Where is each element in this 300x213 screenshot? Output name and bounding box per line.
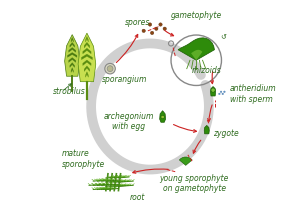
Circle shape [142, 29, 146, 33]
Polygon shape [69, 58, 76, 62]
Circle shape [218, 93, 220, 95]
Circle shape [222, 93, 224, 95]
Text: archegonium
with egg: archegonium with egg [104, 112, 154, 131]
Polygon shape [70, 63, 75, 67]
Text: zygote: zygote [213, 129, 239, 138]
Circle shape [154, 27, 158, 30]
Text: gametophyte: gametophyte [171, 11, 222, 20]
Polygon shape [85, 72, 88, 77]
Text: rhizoids: rhizoids [192, 66, 222, 75]
Polygon shape [83, 60, 91, 66]
Text: mature
sporophyte: mature sporophyte [62, 149, 105, 169]
Polygon shape [85, 36, 88, 42]
Text: $\circlearrowleft$: $\circlearrowleft$ [219, 33, 228, 41]
Text: young sporophyte
on gametophyte: young sporophyte on gametophyte [160, 174, 229, 193]
Polygon shape [69, 47, 76, 52]
Text: root: root [130, 193, 145, 202]
Polygon shape [81, 54, 92, 60]
Circle shape [224, 91, 225, 93]
Polygon shape [204, 125, 209, 134]
Polygon shape [71, 37, 74, 42]
Text: strobilus: strobilus [53, 87, 86, 96]
Polygon shape [71, 68, 74, 72]
Polygon shape [179, 157, 192, 165]
Text: spores: spores [125, 18, 150, 27]
Polygon shape [64, 35, 80, 76]
Polygon shape [191, 50, 202, 60]
Circle shape [150, 31, 154, 35]
Polygon shape [70, 42, 75, 47]
Text: antheridium
with sperm: antheridium with sperm [230, 84, 277, 104]
Polygon shape [83, 48, 91, 54]
Circle shape [105, 63, 115, 74]
Circle shape [148, 23, 152, 26]
Circle shape [161, 115, 164, 119]
Text: sporangium: sporangium [102, 75, 148, 84]
Polygon shape [178, 38, 214, 60]
Circle shape [163, 27, 166, 30]
Polygon shape [68, 53, 77, 57]
Circle shape [220, 91, 222, 93]
Polygon shape [84, 42, 90, 48]
Circle shape [211, 88, 215, 92]
Circle shape [159, 23, 162, 26]
Circle shape [107, 66, 113, 72]
Polygon shape [84, 66, 90, 71]
Polygon shape [160, 111, 166, 122]
Polygon shape [78, 33, 96, 82]
Polygon shape [211, 86, 216, 96]
